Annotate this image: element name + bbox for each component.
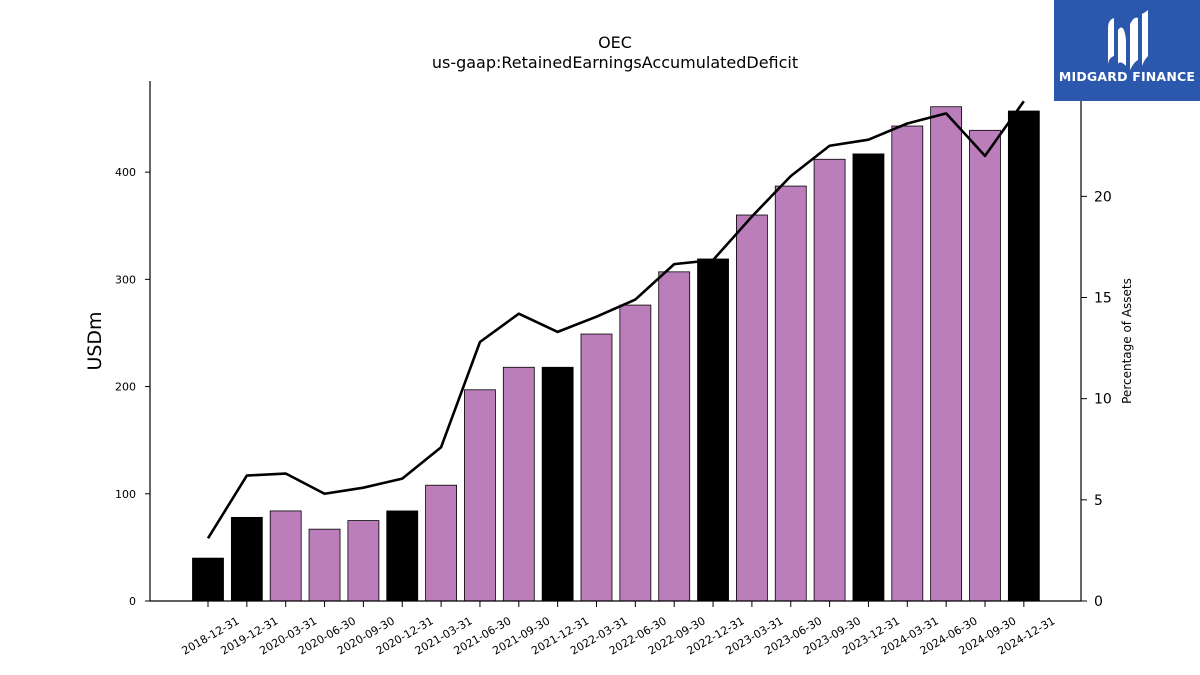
bar bbox=[1007, 110, 1040, 602]
bar bbox=[269, 510, 302, 602]
y2-tick-label: 10 bbox=[1094, 392, 1112, 408]
bar bbox=[541, 366, 574, 602]
bar bbox=[891, 125, 924, 602]
bar bbox=[580, 333, 613, 602]
bar bbox=[813, 158, 846, 602]
bar bbox=[852, 153, 885, 602]
bar bbox=[425, 484, 458, 602]
y-tick-label: 100 bbox=[115, 488, 136, 501]
bar bbox=[464, 389, 496, 602]
y2-tick-label: 20 bbox=[1094, 189, 1112, 205]
y-tick-label: 200 bbox=[115, 381, 136, 394]
bar bbox=[347, 520, 380, 602]
bar bbox=[502, 366, 535, 602]
y2-axis-label: Percentage of Assets bbox=[1120, 278, 1134, 404]
brand-logo: MIDGARD FINANCE bbox=[1054, 0, 1200, 101]
y-axis-label: USDm bbox=[84, 311, 106, 370]
y2-tick-label: 15 bbox=[1094, 290, 1112, 306]
bar bbox=[619, 304, 652, 602]
bar bbox=[930, 106, 963, 602]
bar bbox=[192, 557, 224, 602]
brand-name: MIDGARD FINANCE bbox=[1058, 69, 1196, 84]
bar bbox=[308, 528, 341, 602]
y-tick-label: 0 bbox=[129, 595, 136, 608]
chart-title: OEC bbox=[598, 33, 632, 52]
y-tick-label: 300 bbox=[115, 273, 136, 286]
bar bbox=[969, 129, 1001, 602]
y2-tick-label: 5 bbox=[1094, 493, 1103, 509]
bar bbox=[774, 185, 807, 602]
percentage-line bbox=[206, 100, 1025, 539]
bar bbox=[697, 258, 729, 602]
y2-tick-label: 0 bbox=[1094, 594, 1103, 610]
bar bbox=[230, 516, 263, 602]
y-tick-label: 400 bbox=[115, 166, 136, 179]
bar bbox=[386, 510, 419, 602]
bar bbox=[658, 271, 691, 602]
bar bbox=[736, 214, 768, 602]
chart-subtitle: us-gaap:RetainedEarningsAccumulatedDefic… bbox=[432, 53, 798, 72]
midgard-logo-icon bbox=[1108, 10, 1148, 71]
